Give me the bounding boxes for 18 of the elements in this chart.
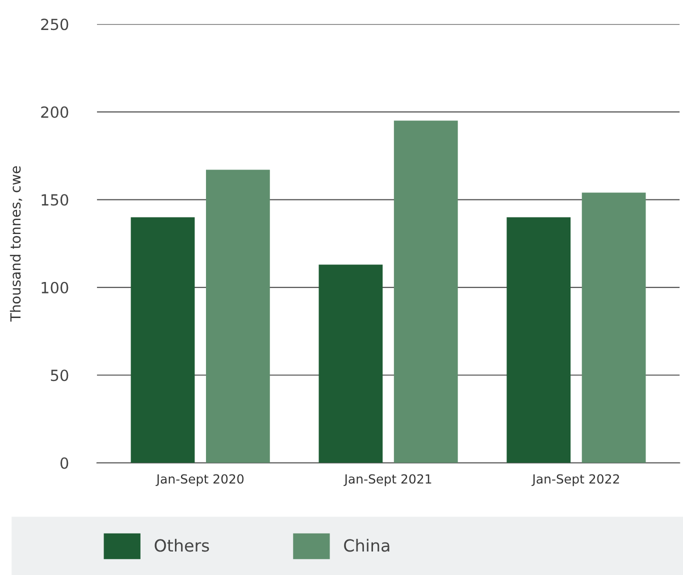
bar bbox=[206, 170, 270, 463]
y-tick-label: 250 bbox=[41, 18, 68, 30]
bar bbox=[506, 217, 571, 463]
bar bbox=[318, 264, 383, 463]
y-tick-label: 0 bbox=[60, 457, 68, 469]
y-tick-label: 100 bbox=[42, 282, 68, 294]
x-tick-label: Jan-Sept 2021 bbox=[344, 474, 432, 486]
bar bbox=[130, 217, 195, 463]
y-tick-label: 150 bbox=[42, 194, 68, 206]
legend-label: China bbox=[344, 538, 390, 552]
bar bbox=[582, 192, 646, 463]
y-tick-label: 200 bbox=[41, 106, 68, 118]
legend-label: Others bbox=[154, 538, 209, 552]
x-tick-label: Jan-Sept 2020 bbox=[156, 474, 244, 486]
x-tick-label: Jan-Sept 2022 bbox=[532, 474, 619, 486]
y-tick-label: 50 bbox=[50, 370, 68, 382]
y-axis-title: Thousand tonnes, cwe bbox=[10, 166, 22, 322]
bar bbox=[394, 120, 458, 463]
